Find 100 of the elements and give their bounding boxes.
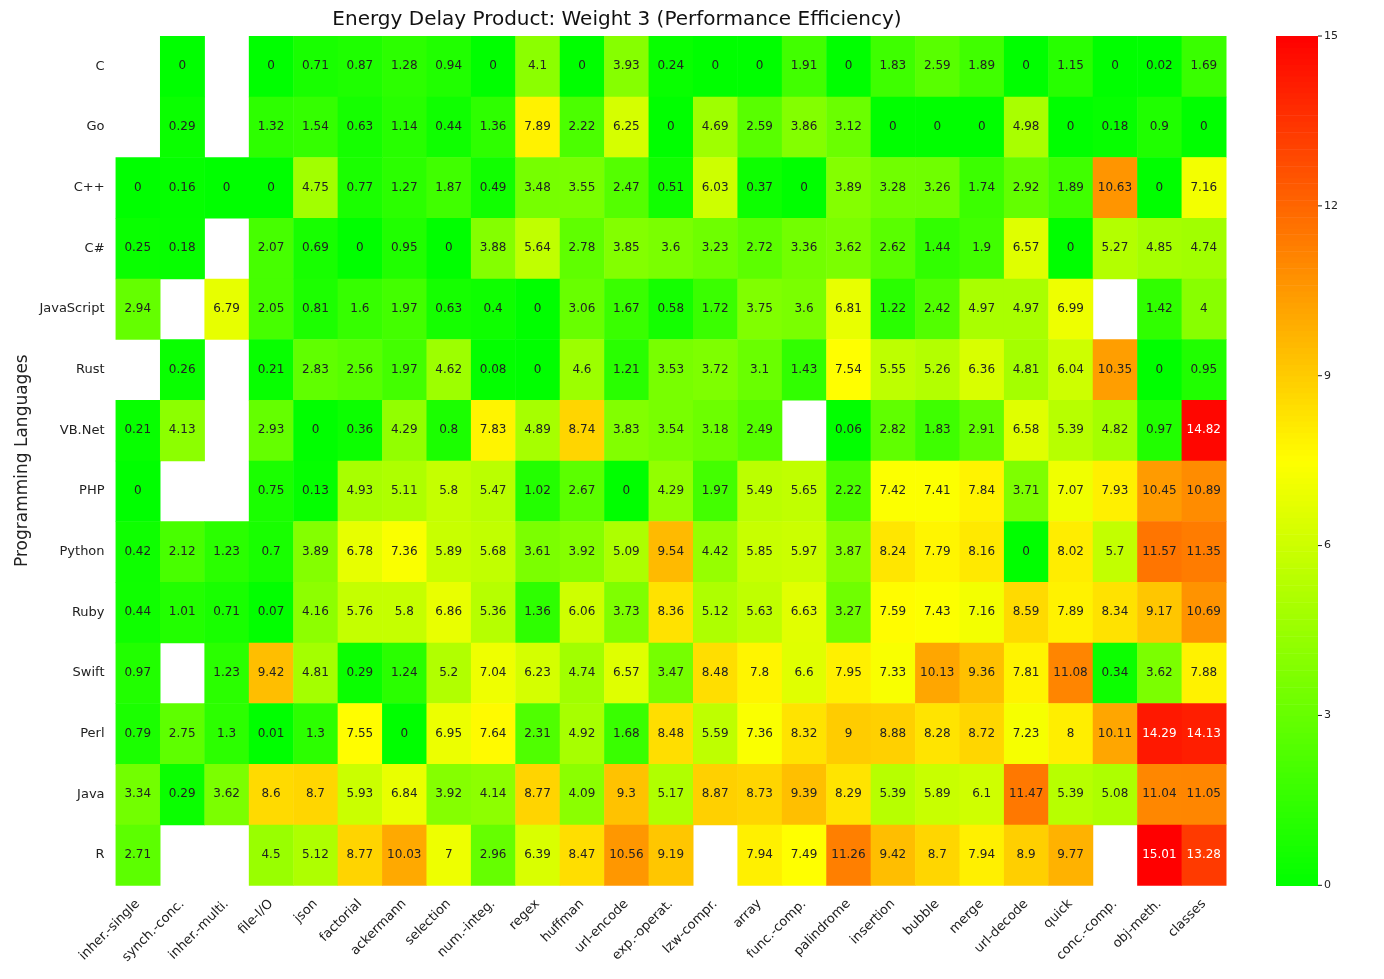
y-tick-label: C++: [73, 179, 105, 195]
data-label: 6.63: [790, 604, 818, 619]
data-label: 7.42: [879, 483, 907, 498]
data-label: 0.44: [124, 604, 152, 619]
data-label: 4.6: [572, 361, 592, 376]
data-label: 0: [711, 58, 720, 73]
data-label: 8.34: [1101, 604, 1129, 619]
y-tick-label: C: [95, 57, 105, 73]
data-label: 4.75: [302, 179, 329, 194]
data-label: 2.12: [168, 543, 196, 558]
data-label: 3.92: [435, 786, 463, 801]
data-label: 0.18: [1101, 119, 1129, 134]
data-label: 0.69: [302, 240, 329, 255]
data-label: 1.23: [213, 665, 240, 680]
data-label: 5.2: [439, 665, 459, 680]
data-label: 7.55: [346, 725, 374, 740]
data-label: 1.83: [923, 422, 951, 437]
data-label: 0: [533, 301, 542, 316]
data-label: 7.94: [968, 847, 996, 862]
y-tick-label: Python: [59, 543, 105, 559]
data-label: 10.56: [609, 847, 644, 862]
data-label: 8.48: [657, 725, 685, 740]
data-label: 4.13: [168, 422, 196, 437]
data-label: 0.07: [257, 604, 285, 619]
data-label: 4.5: [261, 847, 281, 862]
data-label: 5.55: [879, 361, 907, 376]
data-label: 7.83: [479, 422, 507, 437]
data-label: 4.14: [479, 786, 507, 801]
data-label: 10.63: [1097, 179, 1133, 194]
data-label: 7.33: [879, 665, 907, 680]
data-label: 0: [267, 58, 275, 73]
data-label: 9.17: [1146, 604, 1173, 619]
data-label: 0.18: [168, 240, 196, 255]
data-label: 2.82: [879, 422, 907, 437]
data-label: 7.23: [1012, 725, 1040, 740]
data-label: 3.6: [794, 301, 814, 316]
data-label: 5.59: [701, 725, 729, 740]
data-label: 0.77: [346, 179, 374, 194]
data-label: 0.63: [346, 119, 374, 134]
data-label: 0: [1066, 240, 1075, 255]
data-label: 9.3: [616, 786, 636, 801]
data-label: 7.81: [1012, 665, 1040, 680]
data-label: 7.04: [479, 665, 507, 680]
data-label: 10.45: [1142, 483, 1177, 498]
data-label: 3.87: [835, 543, 862, 558]
data-label: 0: [311, 422, 320, 437]
data-label: 0.49: [479, 179, 507, 194]
data-label: 1.97: [390, 361, 418, 376]
data-label: 0: [1199, 119, 1208, 134]
data-label: 14.82: [1186, 422, 1221, 437]
data-label: 0: [533, 361, 542, 376]
data-label: 9.42: [257, 665, 285, 680]
data-label: 2.96: [479, 847, 507, 862]
y-tick-label: PHP: [79, 482, 105, 498]
data-label: 4: [1199, 301, 1208, 316]
data-label: 6.39: [524, 847, 551, 862]
data-label: 2.94: [124, 301, 152, 316]
data-label: 6.04: [1057, 361, 1084, 376]
data-label: 14.29: [1142, 725, 1177, 740]
color-bar-label: 15: [1324, 28, 1338, 42]
data-label: 0.29: [168, 119, 196, 134]
data-label: 4.74: [1190, 240, 1218, 255]
data-label: 3.93: [613, 58, 640, 73]
data-label: 7.16: [968, 604, 996, 619]
data-label: 1.74: [968, 179, 996, 194]
data-label: 1.36: [479, 119, 507, 134]
data-label: 11.26: [831, 847, 866, 862]
data-label: 0.34: [1101, 665, 1129, 680]
data-label: 6.1: [972, 786, 992, 801]
data-label: 5.93: [346, 786, 374, 801]
data-label: 3.34: [124, 786, 152, 801]
data-label: 2.07: [257, 240, 285, 255]
data-label: 1.15: [1057, 58, 1084, 73]
data-label: 5.89: [435, 543, 463, 558]
data-label: 5.39: [1057, 786, 1084, 801]
data-label: 8.9: [1016, 847, 1036, 862]
data-label: 3.06: [568, 301, 596, 316]
data-label: 0: [1111, 58, 1119, 73]
data-label: 2.22: [835, 483, 862, 498]
data-label: 7.59: [879, 604, 907, 619]
data-label: 2.59: [923, 58, 951, 73]
data-label: 1.42: [1146, 301, 1173, 316]
data-label: 0: [444, 240, 453, 255]
data-label: 8.59: [1012, 604, 1040, 619]
data-label: 0: [356, 240, 364, 255]
data-label: 0.36: [346, 422, 374, 437]
data-label: 3.48: [524, 179, 551, 194]
data-label: 8.6: [261, 786, 281, 801]
data-label: 8.88: [879, 725, 907, 740]
data-label: 7.07: [1057, 483, 1084, 498]
data-label: 1.22: [879, 301, 907, 316]
data-label: 3.55: [568, 179, 596, 194]
data-label: 4.42: [701, 543, 729, 558]
data-label: 8.29: [835, 786, 862, 801]
data-label: 5.12: [302, 847, 329, 862]
data-label: 5.47: [479, 483, 507, 498]
data-label: 5.65: [790, 483, 818, 498]
data-label: 1.91: [790, 58, 818, 73]
data-label: 0.13: [302, 483, 329, 498]
data-label: 0: [267, 179, 275, 194]
